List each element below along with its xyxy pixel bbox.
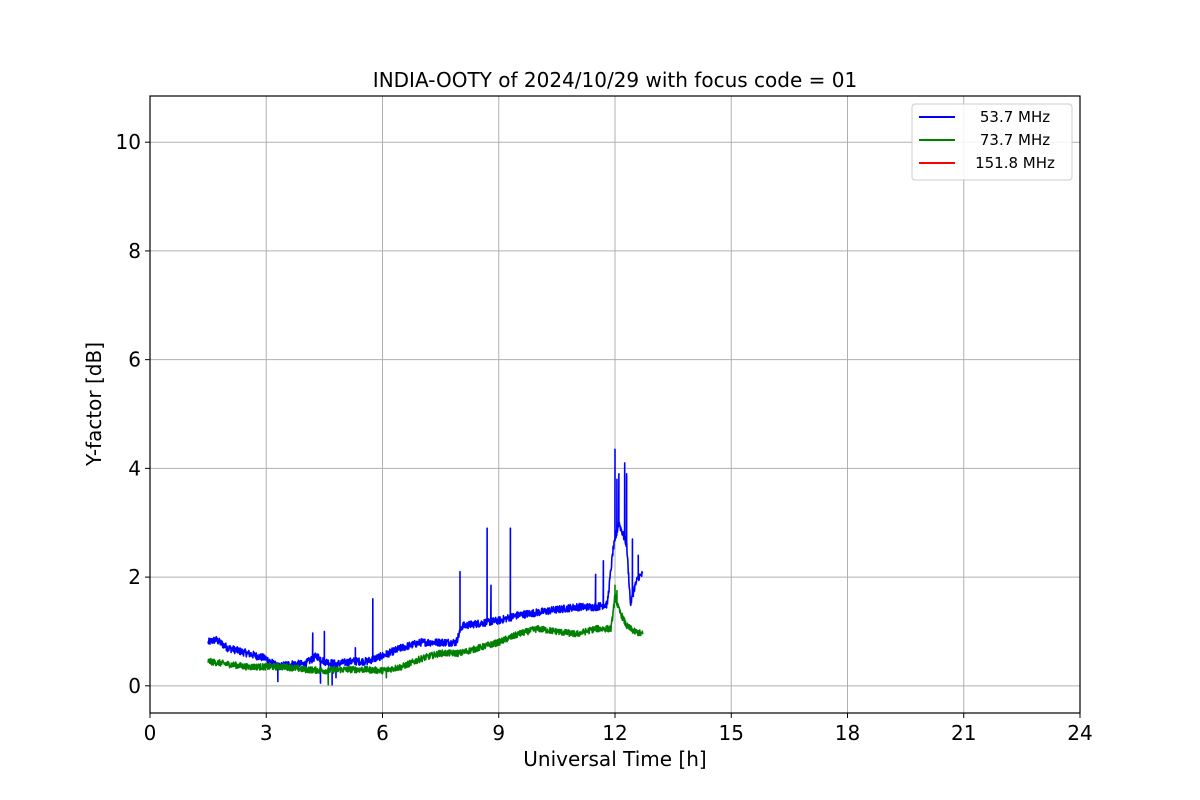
x-tick-label: 12 xyxy=(602,721,627,745)
legend: 53.7 MHz 73.7 MHz 151.8 MHz xyxy=(911,103,1073,181)
x-tick-label: 24 xyxy=(1067,721,1092,745)
y-tick-label: 4 xyxy=(128,456,141,480)
y-tick-label: 0 xyxy=(128,674,141,698)
x-tick-label: 18 xyxy=(835,721,860,745)
x-tick-label: 21 xyxy=(951,721,976,745)
x-tick-label: 15 xyxy=(719,721,744,745)
x-tick-label: 6 xyxy=(376,721,389,745)
x-tick-label: 0 xyxy=(144,721,157,745)
x-tick-label: 9 xyxy=(492,721,505,745)
chart-title: INDIA-OOTY of 2024/10/29 with focus code… xyxy=(373,68,857,92)
legend-label-3: 151.8 MHz xyxy=(975,154,1055,172)
legend-label-1: 53.7 MHz xyxy=(980,108,1050,126)
y-tick-label: 10 xyxy=(116,130,141,154)
y-axis-label: Y-factor [dB] xyxy=(82,342,106,467)
legend-label-2: 73.7 MHz xyxy=(980,131,1050,149)
series-line-2 xyxy=(207,584,644,686)
series-layer xyxy=(207,449,644,686)
y-tick-label: 8 xyxy=(128,239,141,263)
y-tick-label: 2 xyxy=(128,565,141,589)
x-axis-label: Universal Time [h] xyxy=(523,747,706,771)
x-tick-label: 3 xyxy=(260,721,273,745)
legend-box xyxy=(911,103,1073,181)
y-tick-label: 6 xyxy=(128,348,141,372)
